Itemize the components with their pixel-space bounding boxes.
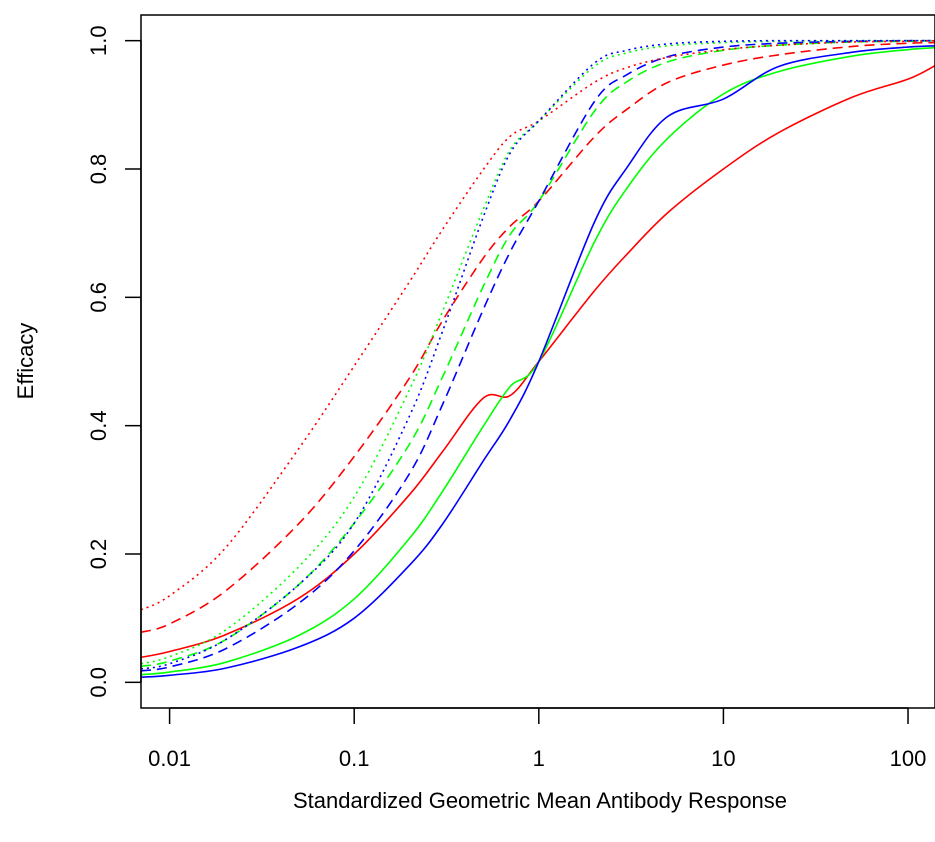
y-tick-label: 0.6: [86, 282, 111, 313]
y-tick-label: 0.0: [86, 667, 111, 698]
series-line-9-dotted: [140, 39, 935, 670]
series-line-6-dashed: [140, 39, 935, 672]
x-axis: 0.01 0.1 1 10 100: [148, 707, 927, 771]
series-line-1-solid: [140, 64, 935, 659]
y-tick-label: 0.2: [86, 539, 111, 570]
y-tick-label: 0.4: [86, 410, 111, 441]
series-line-5-dashed: [140, 39, 935, 668]
x-tick-label: 10: [711, 746, 735, 771]
series-line-8-dotted: [140, 39, 935, 665]
y-axis-title: Efficacy: [13, 323, 38, 400]
series-line-4-dashed: [140, 41, 935, 634]
y-tick-label: 1.0: [86, 25, 111, 56]
series-line-2-solid: [140, 46, 935, 676]
x-tick-label: 0.01: [148, 746, 191, 771]
x-tick-label: 1: [533, 746, 545, 771]
x-axis-title: Standardized Geometric Mean Antibody Res…: [293, 788, 787, 813]
series-line-7-dotted: [140, 39, 935, 611]
series-layer: [140, 39, 935, 678]
series-line-3-solid: [140, 45, 935, 678]
x-tick-label: 0.1: [339, 746, 370, 771]
x-tick-label: 100: [890, 746, 927, 771]
y-axis: 0.0 0.2 0.4 0.6 0.8 1.0: [86, 25, 142, 698]
y-tick-label: 0.8: [86, 154, 111, 185]
